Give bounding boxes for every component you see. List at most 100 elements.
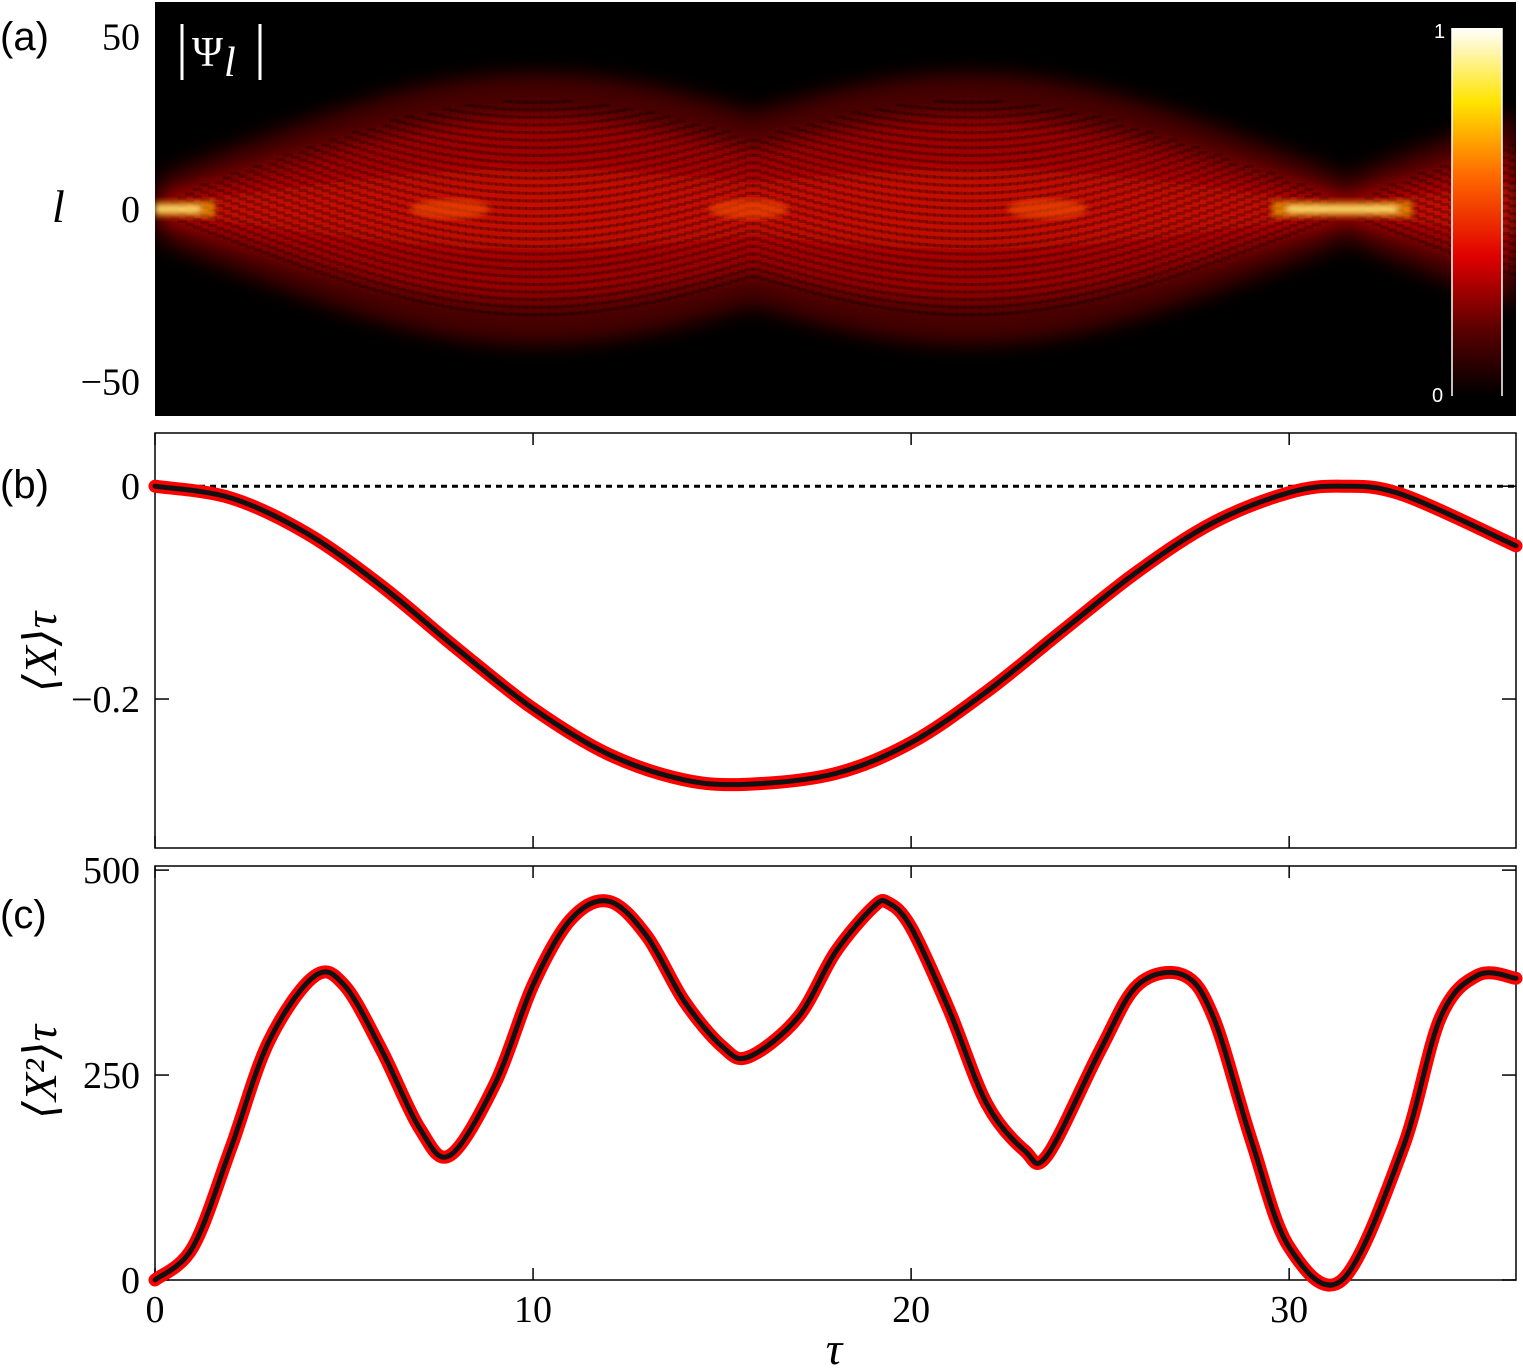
heatmap-fringe	[638, 249, 648, 253]
heatmap-fringe	[767, 150, 777, 154]
heatmap-fringe	[563, 137, 573, 141]
heatmap-fringe	[1175, 204, 1185, 208]
heatmap-fringe	[1024, 302, 1034, 306]
heatmap-fringe	[911, 310, 921, 314]
heatmap-fringe	[517, 244, 527, 248]
heatmap-fringe	[381, 253, 391, 257]
heatmap-fringe	[328, 267, 338, 271]
heatmap-fringe	[623, 206, 633, 210]
heatmap-fringe	[442, 221, 452, 225]
heatmap-fringe	[540, 206, 550, 211]
heatmap-fringe	[1039, 300, 1049, 304]
heatmap-fringe	[1168, 161, 1178, 165]
heatmap-fringe	[502, 115, 512, 119]
heatmap-fringe	[374, 160, 384, 164]
heatmap-fringe	[616, 177, 626, 181]
heatmap-fringe	[684, 125, 694, 129]
heatmap-fringe	[313, 179, 323, 183]
heatmap-fringe	[540, 146, 550, 150]
heatmap-fringe	[706, 278, 717, 282]
heatmap-fringe	[1016, 158, 1027, 162]
heatmap-fringe	[593, 226, 603, 230]
heatmap-fringe	[858, 294, 868, 298]
heatmap-fringe	[926, 311, 936, 315]
heatmap-fringe	[654, 238, 664, 242]
heatmap-fringe	[525, 161, 535, 165]
heatmap-fringe	[328, 229, 338, 233]
heatmap-fringe	[351, 191, 361, 195]
heatmap-fringe	[669, 128, 679, 132]
heatmap-fringe	[540, 290, 550, 294]
heatmap-fringe	[994, 297, 1004, 301]
heatmap-fringe	[873, 221, 883, 225]
heatmap-fringe	[298, 226, 308, 230]
heatmap-fringe	[1115, 185, 1125, 189]
heatmap-fringe	[1092, 297, 1102, 301]
heatmap-fringe	[812, 125, 822, 129]
heatmap-fringe	[827, 265, 837, 269]
heatmap-fringe	[646, 164, 656, 168]
heatmap-fringe	[865, 288, 875, 292]
heatmap-fringe	[623, 251, 633, 256]
heatmap-fringe	[487, 235, 497, 239]
heatmap-fringe	[1115, 200, 1125, 204]
heatmap-fringe	[835, 221, 845, 225]
heatmap-fringe	[570, 258, 580, 262]
heatmap-fringe	[585, 204, 596, 208]
heatmap-fringe	[941, 282, 951, 286]
heatmap-fringe	[911, 280, 921, 284]
heatmap-fringe	[351, 214, 361, 218]
heatmap-fringe	[895, 255, 906, 259]
heatmap-fringe	[1085, 169, 1095, 174]
heatmap-fringe	[1009, 159, 1019, 163]
heatmap-fringe	[903, 188, 913, 192]
heatmap-fringe	[457, 292, 467, 296]
heatmap-fringe	[563, 183, 573, 187]
heatmap-cell	[790, 178, 800, 240]
y-tick-label-b: 0	[121, 466, 140, 508]
heatmap-fringe	[291, 231, 301, 235]
heatmap-fringe	[979, 146, 989, 150]
heatmap-fringe	[850, 285, 860, 289]
heatmap-fringe	[1168, 222, 1178, 226]
heatmap-fringe	[654, 162, 664, 166]
heatmap-fringe	[1258, 227, 1268, 231]
heatmap-fringe	[540, 244, 550, 249]
heatmap-fringe	[291, 224, 301, 228]
heatmap-fringe	[676, 210, 686, 214]
heatmap-fringe	[1417, 240, 1427, 244]
heatmap-fringe	[918, 159, 928, 163]
heatmap-fringe	[412, 283, 422, 287]
heatmap-fringe	[964, 138, 974, 142]
heatmap-fringe	[275, 196, 286, 200]
heatmap-fringe	[608, 216, 618, 220]
heatmap-fringe	[865, 167, 875, 171]
heatmap-fringe	[903, 226, 913, 230]
heatmap-fringe	[918, 121, 928, 125]
heatmap-fringe	[638, 142, 648, 147]
heatmap-fringe	[412, 253, 422, 257]
heatmap-fringe	[979, 259, 989, 264]
heatmap-fringe	[427, 158, 437, 162]
heatmap-fringe	[275, 158, 286, 162]
heatmap-fringe	[1228, 193, 1238, 197]
heatmap-fringe	[986, 198, 996, 203]
heatmap-fringe	[1115, 276, 1125, 280]
heatmap-fringe	[404, 160, 414, 164]
heatmap-fringe	[578, 113, 588, 117]
heatmap-fringe	[1190, 146, 1200, 150]
heatmap-title-psi: Ψ	[192, 30, 223, 76]
heatmap-fringe	[888, 201, 898, 205]
heatmap-fringe	[880, 109, 890, 113]
heatmap-fringe	[1213, 175, 1223, 180]
heatmap-fringe	[177, 219, 187, 223]
heatmap-fringe	[752, 184, 762, 188]
heatmap-fringe	[903, 165, 913, 169]
heatmap-fringe	[1395, 216, 1405, 220]
heatmap-fringe	[873, 282, 883, 286]
heatmap-fringe	[948, 100, 958, 104]
heatmap-fringe	[495, 213, 505, 217]
heatmap-fringe	[684, 223, 694, 227]
heatmap-fringe	[933, 297, 943, 301]
heatmap-fringe	[1213, 221, 1223, 225]
